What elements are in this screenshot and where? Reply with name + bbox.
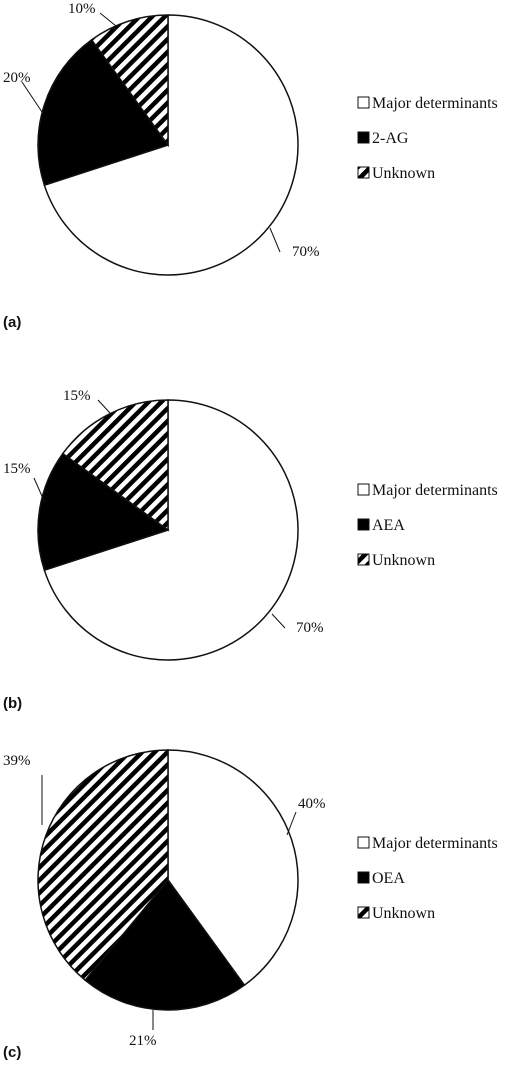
legend-label: Major determinants [372,482,498,499]
slice-percent-label: 20% [3,70,31,86]
pie-chart-2: 70% 15% 15% Major determinants AEA Unknown (b) [3,388,498,712]
leader-line [269,227,281,253]
leader-line [99,12,117,27]
legend-label: OEA [372,870,405,887]
panel-label: (b) [3,695,22,712]
slice-percent-label: 70% [296,620,324,636]
pie-slice-unknown [37,749,169,982]
legend-label: Unknown [372,165,435,182]
panel-label: (a) [3,314,21,331]
leader-line [21,81,43,113]
pie-slice-unknown [61,399,169,532]
slice-percent-label: 21% [129,1033,157,1049]
legend-swatch [357,96,370,109]
pie-slice-2-ag [37,38,170,187]
panel-label: (c) [3,1044,21,1061]
legend-swatch [357,131,370,144]
legend-swatch [357,518,370,531]
legend-label: Unknown [372,905,435,922]
legend-swatch [357,553,370,566]
pie-chart-3: 40% 21% 39% Major determinants OEA Unknown (c) [3,749,498,1061]
legend-swatch [357,483,370,496]
pie-slice-major-determinants [43,14,299,276]
slice-percent-label: 15% [3,461,31,477]
pie-slice-oea [84,878,246,1011]
slice-percent-label: 40% [298,796,326,812]
slice-percent-label: 15% [63,388,91,404]
leader-line [33,477,46,504]
slice-percent-label: 70% [292,244,320,260]
legend-swatch [357,166,370,179]
slice-percent-label: 39% [3,753,31,769]
leader-line [97,399,111,414]
legend-label: AEA [372,517,405,534]
legend-swatch [357,871,370,884]
slice-percent-label: 10% [68,1,96,17]
legend-swatch [357,906,370,919]
leader-line [286,811,297,836]
pie-slice-major-determinants [43,399,299,661]
pie-slice-major-determinants [167,749,299,987]
pie-slice-aea [37,452,170,572]
legend-label: Unknown [372,552,435,569]
leader-line [271,613,286,629]
legend-label: Major determinants [372,95,498,112]
pie-slice-unknown [90,14,169,148]
legend-label: 2-AG [372,130,409,147]
legend-label: Major determinants [372,835,498,852]
legend-swatch [357,836,370,849]
pie-chart-1: 70% 20% 10% Major determinants 2-AG Unknown (a… [3,1,498,331]
